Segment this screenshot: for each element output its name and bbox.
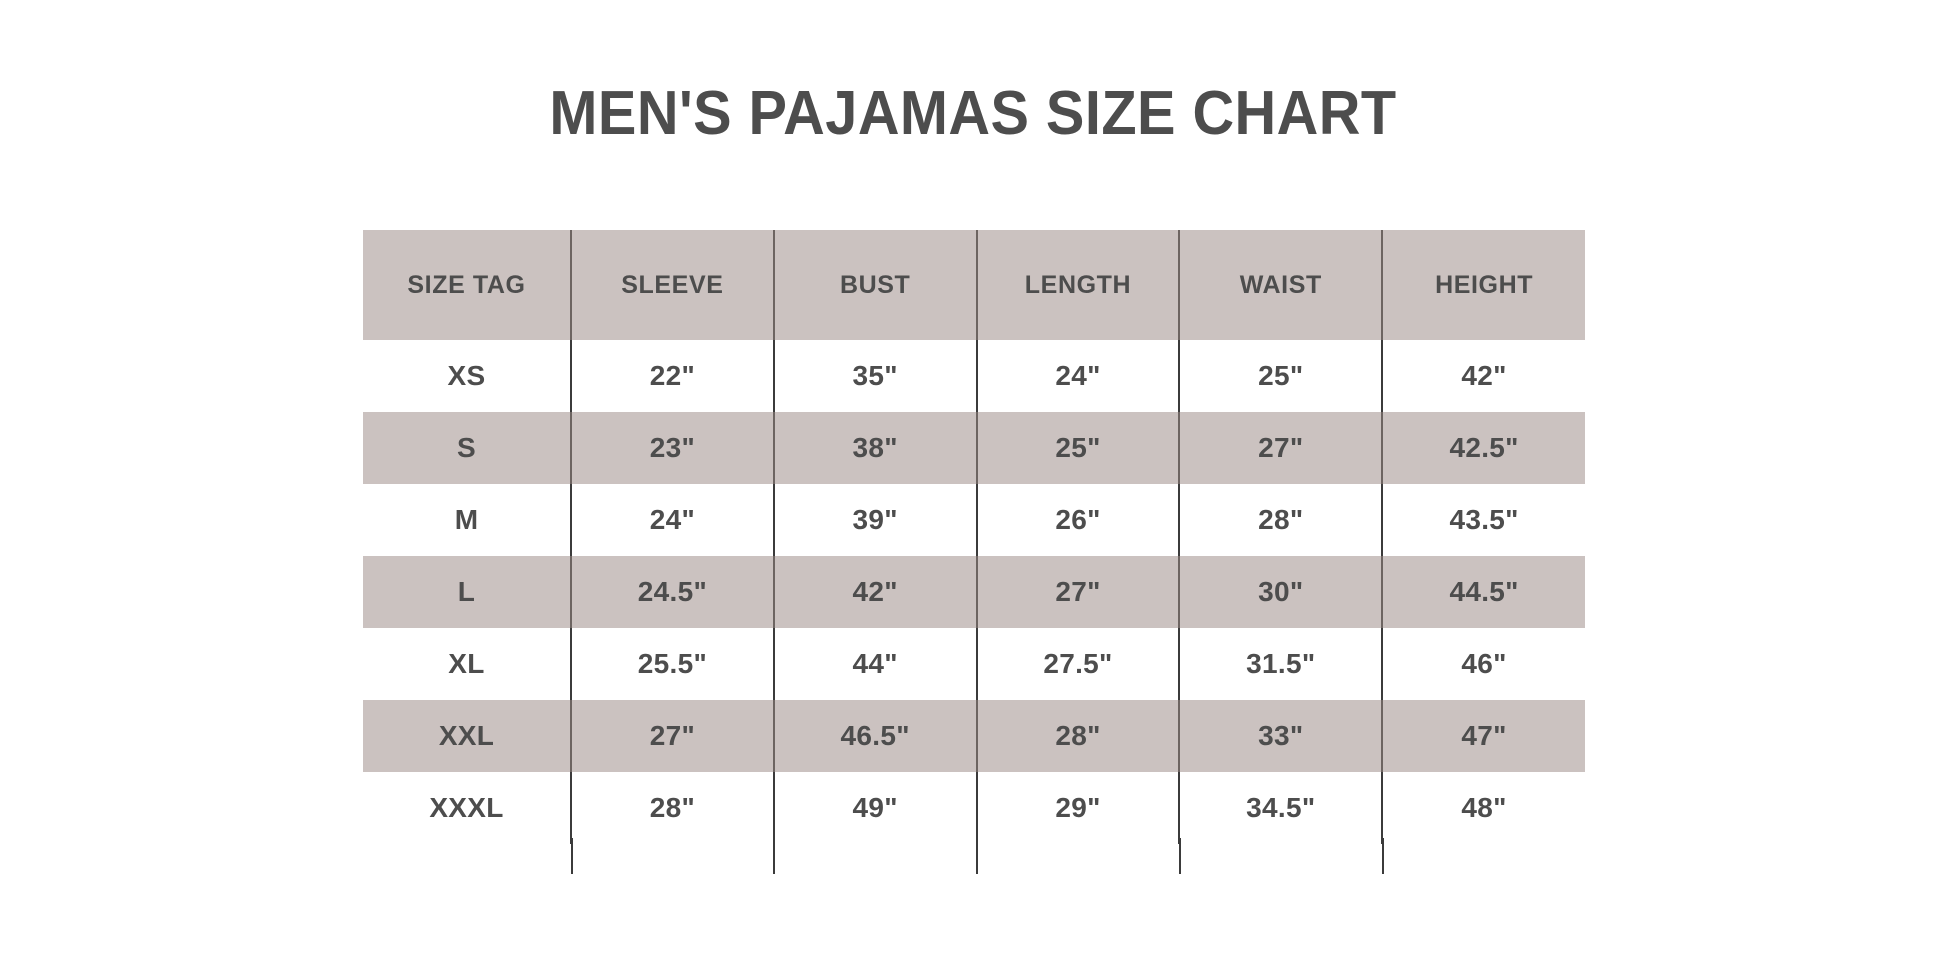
table-row: XXL 27" 46.5" 28" 33" 47" <box>363 700 1585 772</box>
cell-sleeve: 25.5" <box>570 628 774 700</box>
cell-height: 44.5" <box>1381 556 1585 628</box>
cell-size-tag: M <box>363 484 571 556</box>
cell-size-tag: L <box>363 556 571 628</box>
cell-size-tag: XXXL <box>363 772 571 844</box>
cell-sleeve: 22" <box>570 340 774 412</box>
cell-length: 27.5" <box>975 628 1180 700</box>
cell-height: 46" <box>1381 628 1585 700</box>
cell-length: 25" <box>975 412 1180 484</box>
size-chart-table: SIZE TAG SLEEVE BUST LENGTH WAIST HEIGHT… <box>363 230 1585 844</box>
table-header-row: SIZE TAG SLEEVE BUST LENGTH WAIST HEIGHT <box>363 230 1585 340</box>
cell-length: 24" <box>975 340 1180 412</box>
table-row: XXXL 28" 49" 29" 34.5" 48" <box>363 772 1585 844</box>
column-header-height: HEIGHT <box>1381 230 1585 340</box>
column-header-bust: BUST <box>772 230 977 340</box>
column-header-waist: WAIST <box>1178 230 1383 340</box>
cell-bust: 49" <box>772 772 977 844</box>
cell-bust: 39" <box>772 484 977 556</box>
cell-waist: 25" <box>1178 340 1383 412</box>
table-row: S 23" 38" 25" 27" 42.5" <box>363 412 1585 484</box>
table-row: M 24" 39" 26" 28" 43.5" <box>363 484 1585 556</box>
cell-size-tag: S <box>363 412 571 484</box>
cell-length: 26" <box>975 484 1180 556</box>
table-row: XL 25.5" 44" 27.5" 31.5" 46" <box>363 628 1585 700</box>
cell-length: 28" <box>975 700 1180 772</box>
table-body: XS 22" 35" 24" 25" 42" S 23" 38" 25" 27"… <box>363 340 1585 844</box>
cell-waist: 34.5" <box>1178 772 1383 844</box>
column-header-sleeve: SLEEVE <box>570 230 774 340</box>
cell-waist: 33" <box>1178 700 1383 772</box>
cell-bust: 42" <box>772 556 977 628</box>
table-row: L 24.5" 42" 27" 30" 44.5" <box>363 556 1585 628</box>
cell-waist: 31.5" <box>1178 628 1383 700</box>
cell-height: 42.5" <box>1381 412 1585 484</box>
cell-height: 47" <box>1381 700 1585 772</box>
cell-size-tag: XS <box>363 340 571 412</box>
cell-sleeve: 23" <box>570 412 774 484</box>
column-header-size-tag: SIZE TAG <box>363 230 571 340</box>
table-row: XS 22" 35" 24" 25" 42" <box>363 340 1585 412</box>
cell-height: 48" <box>1381 772 1585 844</box>
cell-size-tag: XXL <box>363 700 571 772</box>
cell-size-tag: XL <box>363 628 571 700</box>
table-header: SIZE TAG SLEEVE BUST LENGTH WAIST HEIGHT <box>363 230 1585 340</box>
page-title: MEN'S PAJAMAS SIZE CHART <box>549 79 1397 148</box>
cell-length: 27" <box>975 556 1180 628</box>
size-chart-table-wrapper: SIZE TAG SLEEVE BUST LENGTH WAIST HEIGHT… <box>363 230 1585 844</box>
cell-height: 43.5" <box>1381 484 1585 556</box>
column-header-length: LENGTH <box>975 230 1180 340</box>
cell-sleeve: 28" <box>570 772 774 844</box>
cell-bust: 35" <box>772 340 977 412</box>
cell-sleeve: 24.5" <box>570 556 774 628</box>
cell-bust: 38" <box>772 412 977 484</box>
cell-length: 29" <box>975 772 1180 844</box>
cell-height: 42" <box>1381 340 1585 412</box>
cell-waist: 27" <box>1178 412 1383 484</box>
cell-bust: 44" <box>772 628 977 700</box>
cell-sleeve: 27" <box>570 700 774 772</box>
cell-bust: 46.5" <box>772 700 977 772</box>
cell-sleeve: 24" <box>570 484 774 556</box>
cell-waist: 28" <box>1178 484 1383 556</box>
cell-waist: 30" <box>1178 556 1383 628</box>
